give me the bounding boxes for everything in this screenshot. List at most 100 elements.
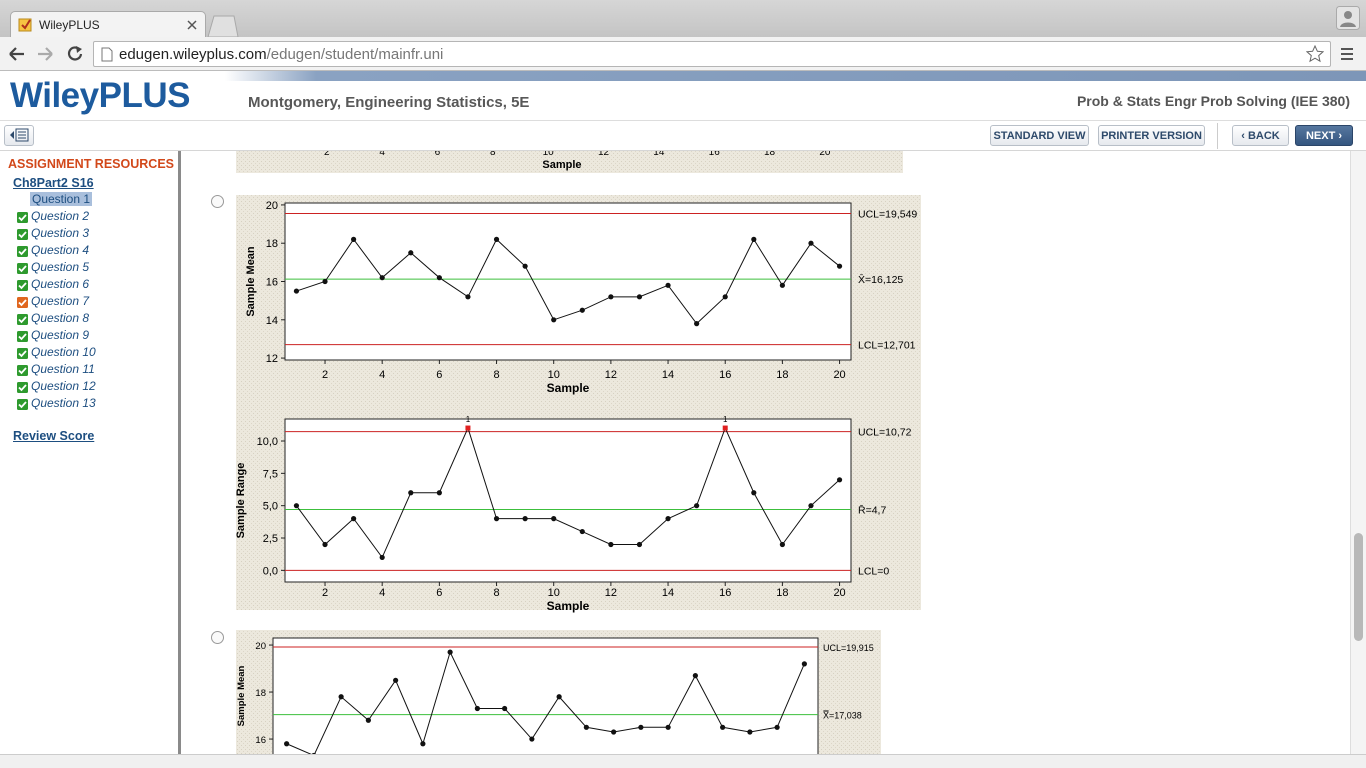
logo[interactable]: WileyPLUS bbox=[10, 76, 190, 115]
data-point bbox=[338, 694, 344, 700]
data-point bbox=[694, 321, 700, 327]
data-point bbox=[638, 724, 644, 730]
x-tick-label: 10 bbox=[543, 151, 555, 158]
printer-version-button[interactable]: PRINTER VERSION bbox=[1098, 125, 1205, 146]
x-tick-label: 10 bbox=[548, 369, 560, 381]
x-tick-label: 14 bbox=[662, 369, 674, 381]
data-point bbox=[379, 554, 385, 561]
x-tick-label: 18 bbox=[776, 369, 788, 381]
data-point bbox=[720, 724, 726, 730]
status-icon bbox=[17, 314, 28, 325]
x-tick-label: 18 bbox=[764, 151, 776, 158]
favicon bbox=[18, 18, 32, 32]
question-label: Question 4 bbox=[31, 243, 90, 257]
assignment-link[interactable]: Ch8Part2 S16 bbox=[13, 176, 94, 190]
toggle-sidebar[interactable] bbox=[4, 125, 34, 146]
x-tick-label: 4 bbox=[379, 369, 385, 381]
status-check bbox=[18, 350, 27, 358]
status-icon bbox=[17, 229, 28, 240]
question-label: Question 3 bbox=[31, 226, 90, 240]
data-point bbox=[379, 275, 385, 281]
address-bar[interactable]: edugen.wileyplus.com/edugen/student/main… bbox=[93, 41, 1331, 67]
status-icon bbox=[17, 365, 28, 376]
option-radio[interactable] bbox=[211, 631, 224, 644]
data-point bbox=[665, 282, 671, 288]
back-button[interactable]: ‹ BACK bbox=[1232, 125, 1289, 146]
status-icon bbox=[17, 297, 28, 308]
toggle-icon bbox=[10, 128, 29, 142]
data-point bbox=[408, 250, 414, 256]
data-point bbox=[774, 724, 780, 730]
toolbar: STANDARD VIEW PRINTER VERSION ‹ BACK NEX… bbox=[0, 121, 1366, 151]
y-tick-label: 10,0 bbox=[257, 436, 278, 448]
data-point bbox=[393, 677, 399, 683]
x-axis-label: Sample bbox=[547, 381, 590, 395]
header-strip bbox=[225, 71, 1366, 81]
y-tick-label: 20 bbox=[255, 641, 266, 652]
data-point bbox=[322, 278, 328, 285]
x-tick-label: 16 bbox=[719, 587, 731, 599]
new-tab[interactable] bbox=[206, 14, 240, 38]
option-radio[interactable] bbox=[211, 195, 224, 208]
status-check bbox=[18, 265, 27, 273]
data-point bbox=[311, 752, 316, 754]
data-point bbox=[474, 705, 480, 712]
y-axis-label: Sample Mean bbox=[236, 665, 247, 726]
scrollbar-thumb[interactable] bbox=[1354, 533, 1363, 641]
x-tick-label: 16 bbox=[719, 369, 731, 381]
profile-button[interactable] bbox=[1336, 6, 1360, 30]
data-point bbox=[293, 288, 300, 294]
scrollbar[interactable] bbox=[1350, 151, 1366, 754]
next-button[interactable]: NEXT › bbox=[1295, 125, 1353, 146]
x-tick-label: 10 bbox=[548, 587, 560, 599]
tab-title: WileyPLUS bbox=[39, 18, 100, 32]
flag-label: 1 bbox=[723, 415, 728, 424]
data-point bbox=[583, 724, 589, 730]
status-box bbox=[17, 331, 28, 342]
status-box bbox=[17, 365, 28, 376]
menu-button[interactable] bbox=[1340, 47, 1354, 61]
data-point bbox=[436, 275, 442, 281]
x-tick-label: 14 bbox=[653, 151, 665, 158]
nav-buttons[interactable] bbox=[8, 45, 88, 63]
tab-close[interactable] bbox=[187, 20, 197, 30]
y-tick-label: 16 bbox=[266, 277, 278, 289]
control-limit-label: X̄=16,125 bbox=[858, 274, 903, 287]
x-tick-label: 12 bbox=[605, 587, 617, 599]
data-point bbox=[608, 294, 614, 300]
bookmark-star[interactable] bbox=[1306, 45, 1324, 63]
url-path: /edugen/student/mainfr.uni bbox=[266, 46, 444, 63]
y-tick-label: 0,0 bbox=[263, 565, 278, 577]
question-label: Question 6 bbox=[31, 277, 90, 291]
x-tick-label: 12 bbox=[598, 151, 610, 158]
x-tick-label: 20 bbox=[833, 587, 845, 599]
course-title: Prob & Stats Engr Prob Solving (IEE 380) bbox=[1076, 93, 1350, 109]
data-point bbox=[493, 516, 500, 522]
sidebar-heading: ASSIGNMENT RESOURCES bbox=[8, 157, 174, 171]
question-label: Question 5 bbox=[31, 260, 90, 274]
status-check bbox=[18, 282, 27, 290]
data-point bbox=[465, 294, 471, 300]
content: 2 4 6 8 10 12 14 16 18 20 Sample 12 14 16 18 20 2 4 6 8 10 12… bbox=[185, 151, 1350, 754]
status-box bbox=[17, 229, 28, 240]
data-point bbox=[779, 282, 785, 288]
x-tick-label: 16 bbox=[709, 151, 721, 158]
control-limit-label: UCL=19,549 bbox=[858, 209, 917, 221]
status-check bbox=[18, 367, 27, 375]
data-point bbox=[779, 541, 785, 548]
y-tick-label: 5,0 bbox=[263, 501, 278, 513]
data-point bbox=[365, 717, 371, 723]
review-score-link[interactable]: Review Score bbox=[13, 429, 95, 443]
x-tick-label: 4 bbox=[379, 151, 385, 158]
data-point bbox=[408, 490, 414, 496]
next-label: NEXT bbox=[1305, 130, 1336, 142]
data-point bbox=[722, 294, 728, 300]
plot-frame bbox=[284, 418, 852, 583]
y-tick-label: 16 bbox=[255, 735, 266, 746]
standard-view-button[interactable]: STANDARD VIEW bbox=[990, 125, 1089, 146]
tab[interactable]: WileyPLUS bbox=[10, 11, 206, 38]
status-check bbox=[18, 248, 27, 256]
data-point bbox=[284, 741, 290, 747]
